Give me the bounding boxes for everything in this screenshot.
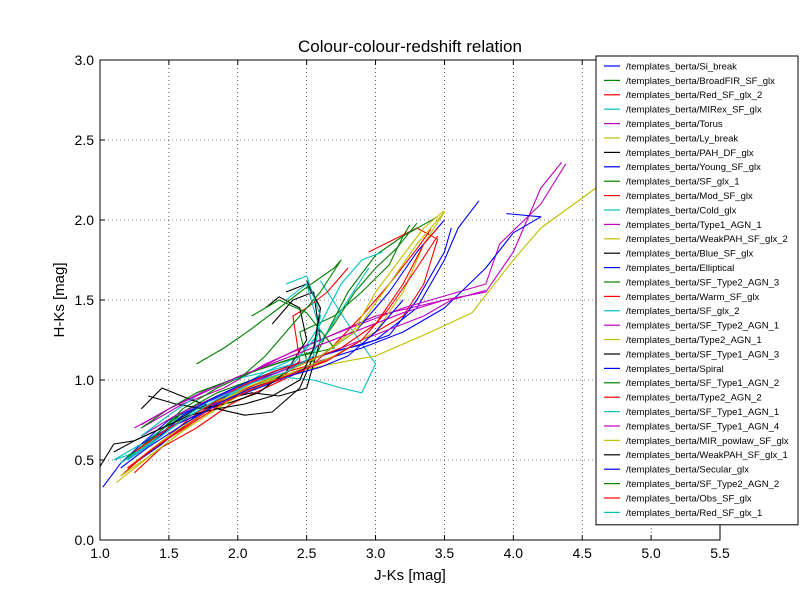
x-axis-label: J-Ks [mag] (374, 567, 446, 584)
y-tick-label: 0.5 (75, 452, 95, 468)
legend-label: /templates_berta/Obs_SF_glx (626, 493, 752, 504)
legend-label: /templates_berta/Spiral (626, 364, 724, 375)
legend-label: /templates_berta/SF_Type1_AGN_4 (626, 421, 779, 432)
x-tick-label: 4.0 (504, 545, 524, 561)
series-line (141, 291, 486, 426)
x-tick-label: 2.0 (228, 545, 248, 561)
series-line (134, 227, 439, 474)
series-line (148, 296, 308, 410)
legend: /templates_berta/Si_break/templates_bert… (595, 55, 799, 526)
x-tick-label: 5.5 (710, 545, 730, 561)
series-line (196, 259, 342, 381)
y-tick-label: 1.0 (75, 372, 95, 388)
x-tick-label: 2.5 (297, 545, 317, 561)
legend-label: /templates_berta/SF_Type1_AGN_3 (626, 349, 779, 360)
legend-label: /templates_berta/Elliptical (626, 263, 734, 274)
legend-label: /templates_berta/SF_Type1_AGN_1 (626, 407, 779, 418)
series-line (127, 275, 321, 461)
legend-label: /templates_berta/PAH_DF_glx (626, 148, 754, 159)
legend-label: /templates_berta/Warm_SF_glx (626, 292, 759, 303)
x-tick-label: 3.5 (435, 545, 455, 561)
legend-label: /templates_berta/SF_Type2_AGN_3 (626, 277, 779, 288)
y-tick-label: 2.5 (75, 132, 95, 148)
legend-box (595, 55, 799, 526)
y-tick-label: 3.0 (75, 52, 95, 68)
legend-label: /templates_berta/Torus (626, 119, 723, 130)
series-line (140, 283, 321, 437)
axis-ticks: 1.0 1.5 2.0 2.5 3.0 3.5 4.0 4.5 5.0 5.5 0.0 0.5 1.0 1… (75, 52, 730, 561)
legend-label: /templates_berta/SF_glx_1 (626, 177, 740, 188)
y-axis-label: H-Ks [mag] (51, 262, 68, 337)
legend-label: /templates_berta/WeakPAH_SF_glx_2 (626, 234, 788, 245)
legend-label: /templates_berta/Red_SF_glx_1 (626, 508, 762, 519)
x-tick-label: 4.5 (572, 545, 592, 561)
legend-label: /templates_berta/SF_Type2_AGN_2 (626, 479, 779, 490)
x-tick-label: 3.0 (366, 545, 386, 561)
series-line (140, 299, 335, 429)
y-tick-label: 1.5 (75, 292, 95, 308)
legend-label: /templates_berta/Ly_break (626, 133, 738, 144)
legend-label: /templates_berta/Type2_AGN_2 (626, 393, 762, 404)
series-line (134, 163, 567, 429)
legend-label: /templates_berta/MIRex_SF_glx (626, 105, 762, 116)
series-line (127, 229, 432, 469)
legend-label: /templates_berta/SF_glx_2 (626, 306, 740, 317)
y-tick-label: 0.0 (75, 532, 95, 548)
series-line (141, 162, 563, 429)
series-line (127, 235, 439, 469)
plot-lines (100, 162, 597, 488)
x-tick-label: 1.0 (90, 545, 110, 561)
x-tick-label: 5.0 (641, 545, 661, 561)
y-tick-label: 2.0 (75, 212, 95, 228)
series-line (120, 267, 349, 477)
legend-label: /templates_berta/SF_Type2_AGN_1 (626, 321, 779, 332)
legend-label: /templates_berta/MIR_powlaw_SF_glx (626, 436, 789, 447)
legend-label: /templates_berta/BroadFIR_SF_glx (626, 76, 775, 87)
legend-label: /templates_berta/Cold_glx (626, 205, 737, 216)
chart-title: Colour-colour-redshift relation (298, 37, 522, 56)
legend-label: /templates_berta/Mod_SF_glx (626, 191, 753, 202)
legend-label: /templates_berta/Si_break (626, 61, 737, 72)
legend-label: /templates_berta/Young_SF_glx (626, 162, 761, 173)
legend-label: /templates_berta/SF_Type1_AGN_2 (626, 378, 779, 389)
x-tick-label: 1.5 (159, 545, 179, 561)
legend-label: /templates_berta/Type1_AGN_1 (626, 220, 762, 231)
legend-label: /templates_berta/Blue_SF_glx (626, 249, 754, 260)
legend-label: /templates_berta/Secular_glx (626, 465, 749, 476)
legend-label: /templates_berta/Type2_AGN_1 (626, 335, 762, 346)
series-line (100, 291, 321, 467)
legend-label: /templates_berta/Red_SF_glx_2 (626, 90, 762, 101)
series-line (113, 280, 321, 453)
legend-label: /templates_berta/WeakPAH_SF_glx_1 (626, 450, 788, 461)
